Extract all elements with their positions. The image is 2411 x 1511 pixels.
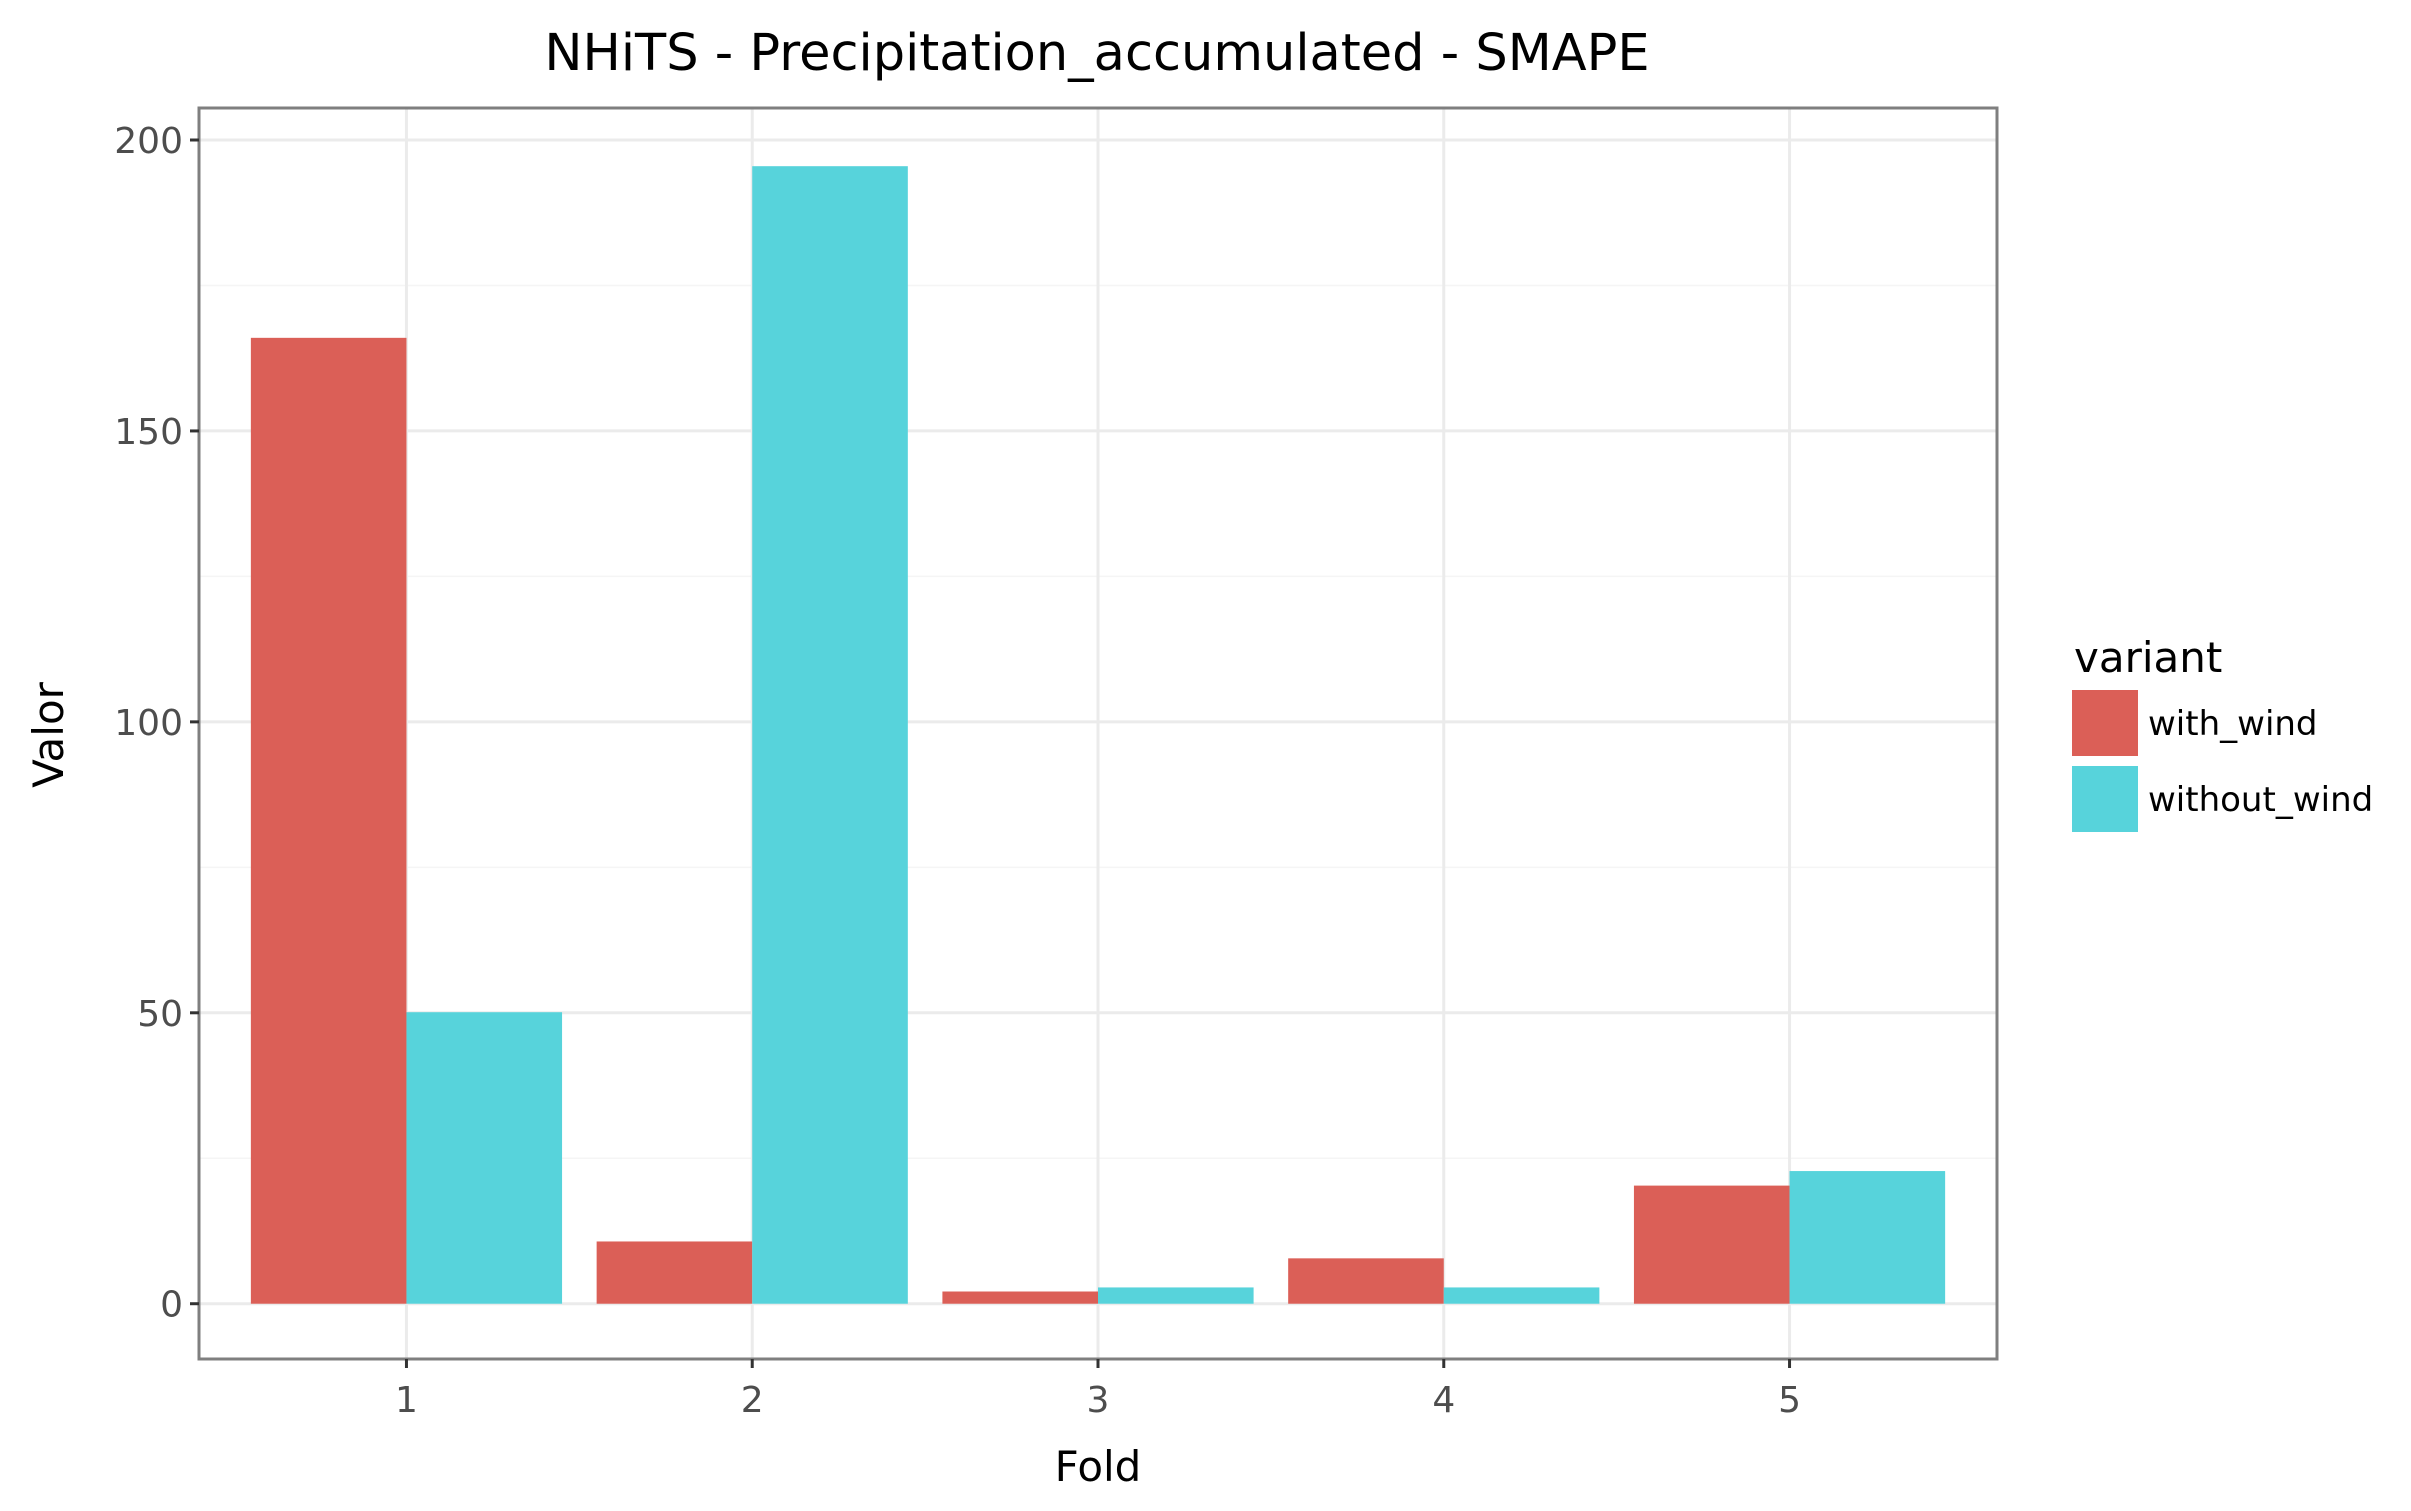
y-axis-title: Valor bbox=[24, 681, 73, 788]
bars bbox=[250, 166, 1946, 1304]
y-axis: 0 50 100 150 200 bbox=[114, 121, 199, 1326]
bar-with_wind-fold-4 bbox=[1288, 1258, 1444, 1304]
bar-without_wind-fold-3 bbox=[1098, 1287, 1254, 1304]
bar-with_wind-fold-1 bbox=[250, 337, 407, 1304]
chart-title: NHiTS - Precipitation_accumulated - SMAP… bbox=[544, 24, 1649, 83]
legend-label-without_wind: without_wind bbox=[2148, 780, 2373, 820]
bar-without_wind-fold-2 bbox=[752, 166, 908, 1304]
y-tick-label: 200 bbox=[114, 121, 183, 162]
legend-label-with_wind: with_wind bbox=[2148, 704, 2318, 744]
legend: variant with_wind without_wind bbox=[2072, 633, 2373, 832]
legend-title: variant bbox=[2074, 633, 2222, 682]
x-tick-label: 2 bbox=[741, 1380, 764, 1421]
bar-with_wind-fold-5 bbox=[1633, 1185, 1790, 1304]
x-tick-label: 3 bbox=[1087, 1380, 1110, 1421]
bar-with_wind-fold-2 bbox=[596, 1241, 753, 1304]
y-tick-label: 100 bbox=[114, 703, 183, 744]
bar-without_wind-fold-4 bbox=[1443, 1287, 1600, 1304]
y-tick-label: 150 bbox=[114, 412, 183, 453]
x-tick-label: 4 bbox=[1432, 1380, 1455, 1421]
x-axis: 1 2 3 4 5 bbox=[395, 1359, 1801, 1421]
x-axis-title: Fold bbox=[1055, 1442, 1142, 1491]
bar-without_wind-fold-1 bbox=[406, 1012, 563, 1304]
bar-without_wind-fold-5 bbox=[1789, 1171, 1946, 1304]
bar-with_wind-fold-3 bbox=[942, 1291, 1098, 1304]
legend-key-with_wind bbox=[2072, 690, 2138, 756]
y-tick-label: 50 bbox=[137, 994, 183, 1035]
y-tick-label: 0 bbox=[160, 1285, 183, 1326]
legend-key-without_wind bbox=[2072, 766, 2138, 832]
x-tick-label: 1 bbox=[395, 1380, 418, 1421]
x-tick-label: 5 bbox=[1778, 1380, 1801, 1421]
